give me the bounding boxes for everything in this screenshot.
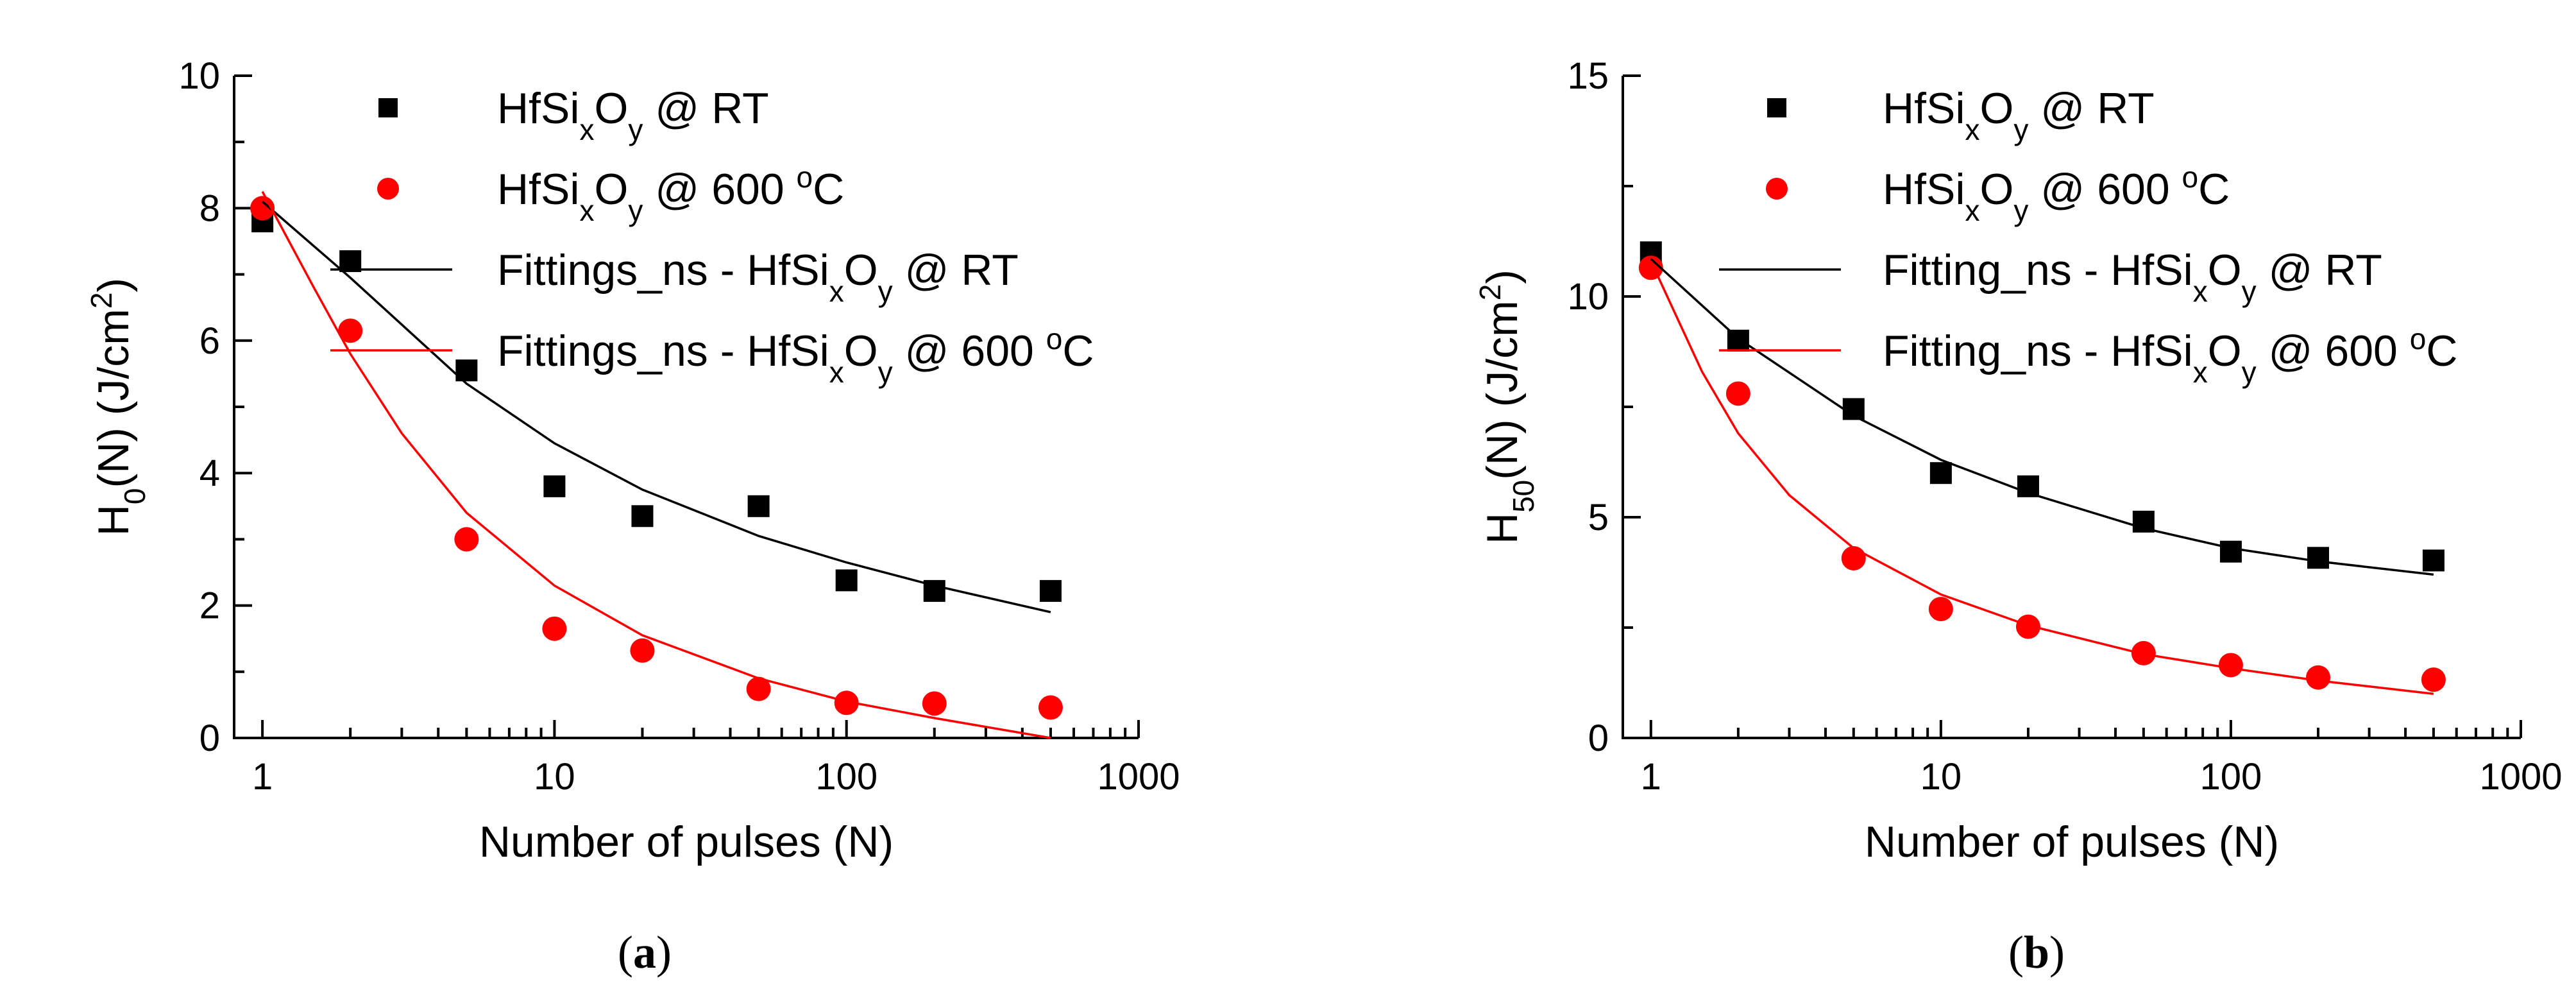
data-point-circle xyxy=(2015,614,2040,639)
fit-line-series-2 xyxy=(261,200,1051,613)
data-point-square xyxy=(747,495,770,517)
fit-line-series-2 xyxy=(1650,258,2434,576)
data-point-circle xyxy=(1928,597,1953,622)
x-tick-label: 1 xyxy=(252,756,273,798)
y-tick-label: 10 xyxy=(178,55,220,97)
data-point-square xyxy=(1929,462,1952,484)
legend: HfSixOy @ RT HfSixOy @ 600 oC Fitting_ns -… xyxy=(1719,84,2457,389)
chart-panel-a: 0 2 4 6 8 10 1 10 100 1000 Number of pulses (N) H0(… xyxy=(85,55,1180,978)
data-point-circle xyxy=(542,616,567,641)
legend-entry-label: Fitting_ns - HfSixOy @ 600 oC xyxy=(1883,322,2457,389)
legend: HfSixOy @ RT HfSixOy @ 600 oC Fittings_ns … xyxy=(330,84,1094,389)
y-tick-label: 6 xyxy=(199,320,220,362)
panel-caption: (b) xyxy=(2008,927,2065,978)
legend-entry-label: Fittings_ns - HfSixOy @ 600 oC xyxy=(497,322,1094,389)
y-tick-label: 2 xyxy=(199,585,220,627)
x-tick-label: 100 xyxy=(2200,756,2262,798)
x-tick-label: 10 xyxy=(534,756,575,798)
legend-entry-label: Fitting_ns - HfSixOy @ RT xyxy=(1883,246,2382,308)
x-axis-title: Number of pulses (N) xyxy=(1865,818,2279,866)
y-tick-label: 10 xyxy=(1567,276,1609,318)
x-tick-label: 1000 xyxy=(1097,756,1180,798)
data-point-circle xyxy=(746,676,771,701)
data-point-square xyxy=(543,475,566,497)
data-point-square xyxy=(835,569,858,592)
data-point-square xyxy=(2219,540,2242,563)
legend-circle-swatch xyxy=(1766,178,1788,200)
data-point-circle xyxy=(1841,545,1866,570)
data-point-square xyxy=(1039,579,1062,602)
data-point-square xyxy=(2422,549,2445,572)
y-tick-label: 15 xyxy=(1567,55,1609,97)
y-axis-title: H0(N) (J/cm2) xyxy=(85,278,151,536)
legend-square-swatch xyxy=(1767,98,1786,117)
legend-square-swatch xyxy=(378,98,398,117)
legend-entry-label: HfSixOy @ RT xyxy=(1883,84,2155,146)
x-tick-label: 1000 xyxy=(2479,756,2562,798)
legend-entry-label: HfSixOy @ RT xyxy=(497,84,769,146)
fit-line-series-3 xyxy=(1650,261,2434,695)
y-tick-label: 0 xyxy=(1588,717,1609,759)
legend-entry-label: HfSixOy @ 600 oC xyxy=(1883,160,2230,227)
legend-circle-swatch xyxy=(377,178,399,200)
legend-entry-label: Fittings_ns - HfSixOy @ RT xyxy=(497,246,1019,308)
x-axis-title: Number of pulses (N) xyxy=(479,818,894,866)
x-tick-label: 1 xyxy=(1641,756,1661,798)
data-point-circle xyxy=(922,691,947,716)
y-tick-label: 4 xyxy=(199,452,220,494)
data-point-circle xyxy=(2421,667,2446,692)
legend-entry-label: HfSixOy @ 600 oC xyxy=(497,160,844,227)
data-point-square xyxy=(631,505,654,527)
panel-caption: (a) xyxy=(618,927,672,978)
data-point-square xyxy=(2307,547,2330,569)
data-point-circle xyxy=(630,638,655,663)
chart-panel-b: 0 5 10 15 1 10 100 1000 Number of pulses (N) H50(… xyxy=(1473,55,2563,978)
data-point-circle xyxy=(2306,665,2331,690)
data-point-circle xyxy=(1725,381,1750,406)
x-tick-label: 10 xyxy=(1920,756,1962,798)
data-point-square xyxy=(1727,329,1749,352)
data-point-circle xyxy=(338,318,363,343)
x-tick-label: 100 xyxy=(815,756,877,798)
y-tick-label: 0 xyxy=(199,717,220,759)
y-tick-label: 5 xyxy=(1588,497,1609,538)
data-point-circle xyxy=(2218,653,2243,678)
data-point-circle xyxy=(834,690,859,716)
y-tick-label: 8 xyxy=(199,187,220,229)
fit-line-series-3 xyxy=(261,191,1051,739)
data-point-circle xyxy=(454,527,479,552)
data-point-circle xyxy=(1038,695,1063,720)
y-axis-title: H50(N) (J/cm2) xyxy=(1473,270,1540,544)
